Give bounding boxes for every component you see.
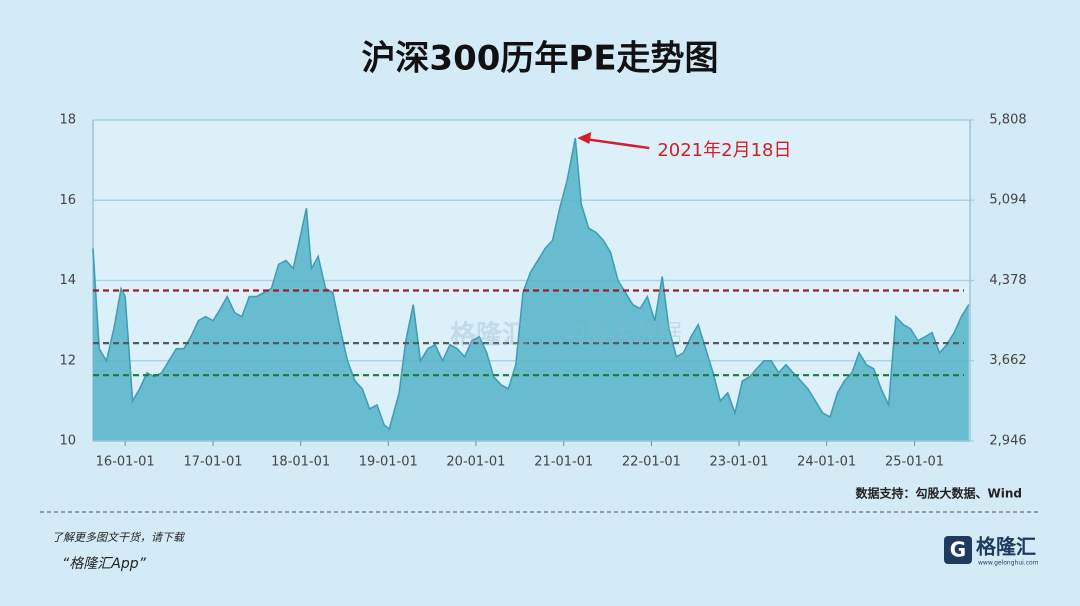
y-tick-label: 16 [59, 193, 76, 208]
source-note: 数据支持：勾股大数据、Wind [856, 486, 1022, 501]
y-tick-label: 18 [59, 113, 76, 128]
logo-text: 格隆汇 [976, 535, 1036, 559]
y-tick-label: 14 [59, 273, 76, 288]
y-tick-label: 12 [59, 353, 76, 368]
annotation-arrowhead [577, 132, 592, 145]
watermark-site: 勾股大数据 [562, 319, 682, 347]
y2-tick-label: 2,946 [989, 434, 1026, 449]
line [92, 137, 970, 431]
annotation: 2021年2月18日 [657, 140, 791, 161]
x-tick-label: 24-01-01 [797, 455, 856, 470]
x-tick-label: 16-01-01 [96, 455, 155, 470]
footer-app: “格隆汇App” [62, 556, 147, 572]
area [93, 138, 969, 441]
logo-glyph: G [950, 538, 966, 562]
y-tick-label: 10 [59, 434, 76, 449]
x-tick-label: 17-01-01 [184, 455, 243, 470]
chart-title: 沪深300历年PE走势图 [361, 39, 718, 79]
x-tick-label: 21-01-01 [534, 455, 593, 470]
watermark-url: www.gogudata.com [564, 349, 663, 360]
x-tick-label: 25-01-01 [885, 455, 944, 470]
y2-tick-label: 4,378 [989, 273, 1026, 288]
footer-promo: 了解更多图文干货，请下载 [52, 531, 186, 544]
watermark: 格隆汇 勾股大数据 www.gogudata.com [450, 319, 682, 360]
x-tick-label: 19-01-01 [359, 455, 418, 470]
watermark-brand: 格隆汇 [450, 320, 528, 351]
x-tick-label: 20-01-01 [446, 455, 505, 470]
y2-tick-label: 5,808 [989, 113, 1026, 128]
x-tick-label: 23-01-01 [710, 455, 769, 470]
y2-tick-label: 5,094 [989, 193, 1026, 208]
y2-tick-label: 3,662 [989, 353, 1026, 368]
logo-url: www.gelonghui.com [978, 560, 1039, 567]
x-tick-label: 22-01-01 [622, 455, 681, 470]
logo-icon [944, 536, 972, 564]
x-tick-label: 18-01-01 [271, 455, 330, 470]
annotation-arrow [585, 137, 650, 150]
